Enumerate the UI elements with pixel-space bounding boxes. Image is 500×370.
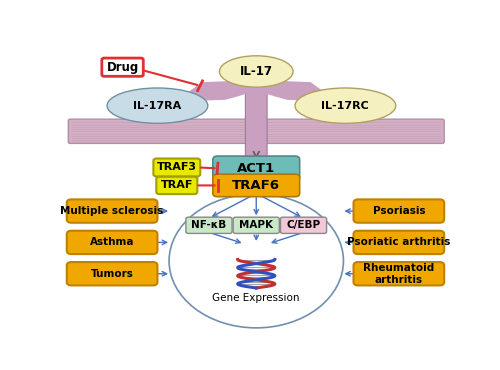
Text: ACT1: ACT1 — [237, 162, 276, 175]
Text: IL-17RA: IL-17RA — [134, 101, 182, 111]
Ellipse shape — [220, 56, 293, 87]
FancyBboxPatch shape — [246, 92, 267, 159]
FancyBboxPatch shape — [354, 231, 444, 254]
Text: TRAF3: TRAF3 — [157, 162, 197, 172]
FancyBboxPatch shape — [233, 217, 280, 233]
FancyBboxPatch shape — [67, 199, 158, 223]
FancyBboxPatch shape — [213, 174, 300, 197]
Text: Multiple sclerosis: Multiple sclerosis — [60, 206, 164, 216]
Text: NF-κB: NF-κB — [192, 220, 226, 230]
FancyBboxPatch shape — [68, 119, 444, 144]
FancyBboxPatch shape — [67, 231, 158, 254]
Text: Tumors: Tumors — [90, 269, 134, 279]
Text: MAPK: MAPK — [240, 220, 273, 230]
FancyBboxPatch shape — [67, 262, 158, 285]
Text: Rheumatoid
arthritis: Rheumatoid arthritis — [363, 263, 434, 285]
FancyBboxPatch shape — [354, 199, 444, 223]
FancyBboxPatch shape — [354, 262, 444, 285]
FancyBboxPatch shape — [102, 58, 144, 76]
Text: Gene Expression: Gene Expression — [212, 293, 300, 303]
FancyBboxPatch shape — [154, 158, 200, 176]
FancyBboxPatch shape — [156, 177, 198, 194]
Ellipse shape — [169, 194, 344, 328]
Text: TRAF: TRAF — [160, 181, 193, 191]
Text: IL-17RC: IL-17RC — [322, 101, 369, 111]
FancyBboxPatch shape — [186, 217, 232, 233]
Text: Drug: Drug — [106, 61, 138, 74]
Text: Asthma: Asthma — [90, 238, 134, 248]
Polygon shape — [266, 81, 322, 100]
Ellipse shape — [107, 88, 208, 123]
Text: IL-17: IL-17 — [240, 65, 273, 78]
Text: TRAF6: TRAF6 — [232, 179, 280, 192]
Text: Psoriasis: Psoriasis — [372, 206, 425, 216]
FancyBboxPatch shape — [213, 156, 300, 181]
Polygon shape — [190, 81, 247, 100]
FancyBboxPatch shape — [280, 217, 326, 233]
Ellipse shape — [242, 80, 271, 97]
Ellipse shape — [295, 88, 396, 123]
Text: Psoriatic arthritis: Psoriatic arthritis — [347, 238, 451, 248]
Text: C/EBP: C/EBP — [286, 220, 320, 230]
